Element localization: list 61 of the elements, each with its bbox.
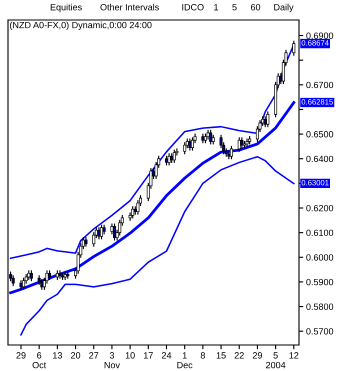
y-tick-label: 0.5900 (306, 278, 334, 286)
candlestick (238, 136, 241, 152)
y-tick-label: 0.6000 (306, 254, 334, 261)
text: 5 (232, 4, 237, 10)
line-series (10, 44, 295, 260)
candlestick (190, 136, 194, 152)
candlestick (230, 145, 233, 160)
candlestick (113, 222, 116, 242)
x-tick-label: 22 (234, 352, 244, 358)
text: IDCO (182, 4, 204, 10)
text: Other Intervals (100, 4, 159, 10)
candlestick (212, 134, 215, 145)
candlestick (84, 236, 88, 248)
candlestick (118, 219, 122, 236)
candlestick (266, 110, 270, 128)
y-tick-label: 0.6200 (306, 204, 334, 212)
candlestick (30, 270, 33, 282)
line-series (20, 156, 295, 336)
candlestick (172, 149, 176, 164)
y-tick-label: 0.6100 (306, 230, 334, 236)
x-tick-label: 5 2004 (266, 352, 286, 368)
candlestick (264, 116, 267, 128)
x-tick-label: 29 (16, 352, 26, 359)
y-tick-label: 0.6500 (306, 131, 334, 138)
chart-title: (NZD A0-FX,0) Dynamic,0:00 24:00 (10, 22, 152, 30)
candlestick (131, 206, 134, 219)
candlestick (204, 133, 207, 144)
x-tick-label: 1 Dec (177, 352, 192, 368)
x-tick-label: 29 (252, 352, 262, 359)
x-tick-label: 15 (216, 352, 226, 359)
x-tick-label: 27 (89, 352, 98, 358)
candlestick (66, 271, 70, 280)
candlestick (292, 40, 296, 56)
text: 1 (214, 4, 218, 10)
candlestick (56, 270, 59, 281)
candlestick (168, 152, 171, 166)
x-tick-label: 20 (70, 352, 80, 359)
line-series (9, 101, 296, 294)
candlestick (183, 142, 186, 155)
y-tick-label: 0.6400 (306, 156, 334, 162)
x-tick-label: 13 (53, 352, 62, 359)
text: 60 (250, 4, 260, 10)
x-tick-label: 12 (289, 352, 298, 358)
x-tick-label: 17 (144, 352, 153, 358)
x-tick-label: 8 (200, 352, 205, 359)
text: Equities (50, 4, 82, 12)
candlestick (48, 270, 52, 281)
y-tick-label: 0.6700 (306, 82, 334, 88)
candlestick (170, 152, 174, 164)
x-tick-label: 10 (126, 352, 135, 359)
x-tick-label: 6 Oct (32, 352, 46, 368)
candlestick (22, 277, 26, 290)
candlestick (209, 129, 212, 145)
y-tick-label: 0.6900 (306, 32, 334, 39)
y-tick-label: 0.5800 (306, 304, 334, 310)
text: Daily (274, 4, 294, 12)
x-tick-label: 3 Nov (104, 352, 120, 368)
x-tick-label: 24 (162, 352, 172, 358)
candlestick (12, 274, 15, 287)
candlestick (240, 136, 244, 149)
y-tick-label: 0.5700 (306, 328, 334, 335)
